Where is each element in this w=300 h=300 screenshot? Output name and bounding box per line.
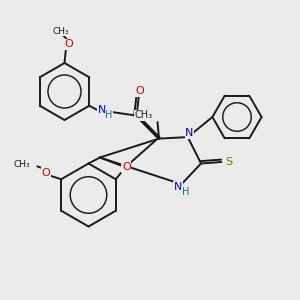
- Text: O: O: [41, 168, 50, 178]
- Text: N: N: [98, 105, 106, 115]
- Text: H: H: [105, 110, 113, 120]
- Text: S: S: [225, 157, 232, 167]
- Text: N: N: [174, 182, 182, 192]
- Text: CH₃: CH₃: [13, 160, 30, 169]
- Text: O: O: [135, 86, 144, 96]
- Text: N: N: [185, 128, 194, 139]
- Text: H: H: [182, 187, 189, 197]
- Text: O: O: [64, 39, 73, 49]
- Text: CH₃: CH₃: [135, 110, 153, 120]
- Text: CH₃: CH₃: [52, 27, 69, 36]
- Text: O: O: [122, 162, 131, 172]
